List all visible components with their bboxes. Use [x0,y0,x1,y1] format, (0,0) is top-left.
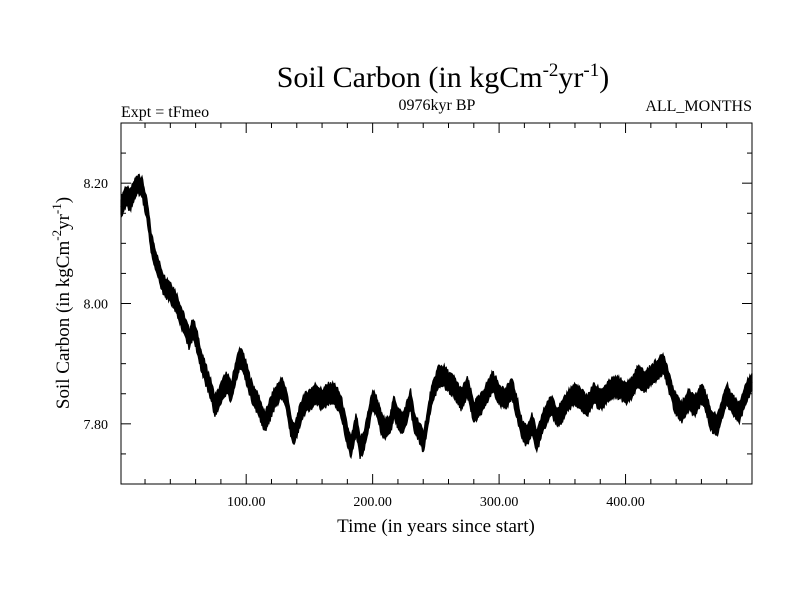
x-tick-label: 300.00 [480,495,519,510]
y-tick-label: 8.20 [84,177,109,192]
y-axis-label: Soil Carbon (in kgCm-2yr-1) [49,197,74,409]
x-axis-label: Time (in years since start) [337,516,535,537]
major-ticks [121,123,752,484]
y-tick-labels: 7.80 8.00 8.20 [84,177,109,433]
months-label: ALL_MONTHS [645,98,752,115]
experiment-label: Expt = tFmeo [121,104,209,121]
x-tick-labels: 100.00 200.00 300.00 400.00 [227,495,645,510]
y-tick-label: 8.00 [84,298,109,313]
series-line-soil-carbon [120,181,753,452]
minor-ticks [121,122,752,485]
chart-title: Soil Carbon (in kgCm-2yr-1) [277,60,610,94]
x-tick-label: 200.00 [353,495,392,510]
plot-frame [120,122,753,485]
x-tick-label: 400.00 [606,495,645,510]
x-tick-label: 100.00 [227,495,266,510]
series-band-soil-carbon [120,173,753,460]
y-tick-label: 7.80 [84,418,109,433]
period-label: 0976kyr BP [399,97,476,114]
